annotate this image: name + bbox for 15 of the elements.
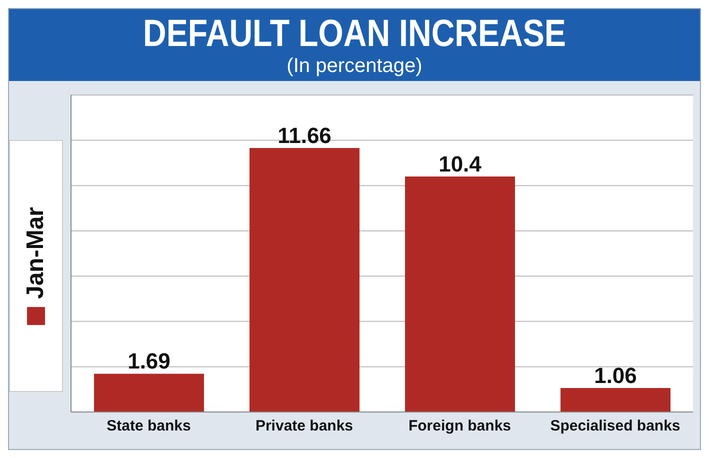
text: Jan-Mar <box>22 206 50 300</box>
bar <box>405 176 515 412</box>
bar <box>560 388 670 412</box>
data-label: 11.66 <box>278 122 332 148</box>
data-label: 10.4 <box>438 152 482 177</box>
x-tick-label: Foreign banks <box>408 418 512 435</box>
x-tick-label: State banks <box>106 418 191 435</box>
bar <box>94 374 204 412</box>
data-label: 1.06 <box>594 363 637 388</box>
chart-title: DEFAULT LOAN INCREASE <box>142 13 567 55</box>
x-tick-label: Private banks <box>255 418 354 435</box>
data-label: 1.69 <box>128 348 170 374</box>
x-tick-label: Specialised banks <box>550 418 680 435</box>
bar <box>250 148 360 412</box>
chart-subtitle: (In percentage) <box>286 55 424 77</box>
